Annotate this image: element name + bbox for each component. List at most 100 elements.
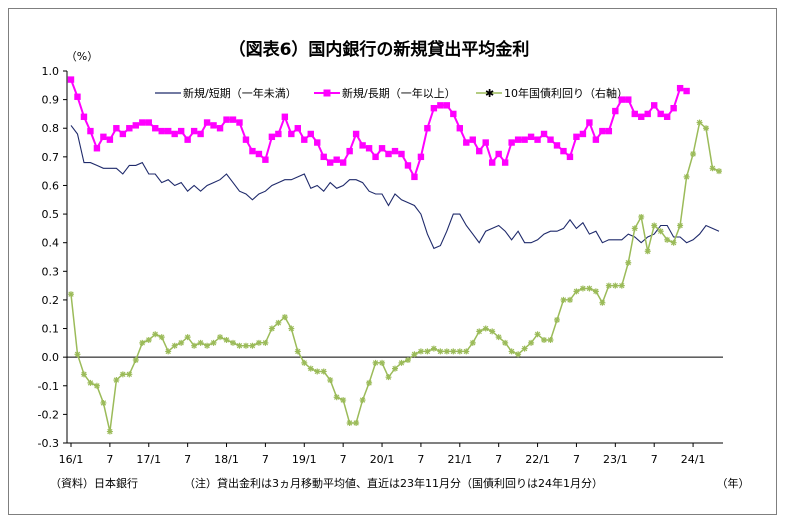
data-point-jgb <box>255 339 262 346</box>
data-point-jgb <box>165 348 172 355</box>
data-point-jgb <box>450 348 457 355</box>
data-point-long <box>93 145 101 152</box>
data-point-jgb <box>670 239 677 246</box>
data-point-long <box>508 139 515 146</box>
data-point-long <box>288 130 295 138</box>
data-point-long <box>651 102 658 109</box>
data-point-jgb <box>709 165 716 172</box>
x-axis-unit: （年） <box>717 476 750 490</box>
data-point-long <box>579 130 587 138</box>
data-point-jgb <box>294 348 301 355</box>
x-tick-label: 7 <box>106 453 113 466</box>
data-point-long <box>74 93 81 100</box>
data-point-long <box>106 136 114 143</box>
y-tick-label: 0.2 <box>42 294 60 307</box>
data-point-long <box>177 127 185 135</box>
data-point-jgb <box>392 365 398 372</box>
data-point-jgb <box>605 282 612 289</box>
data-point-jgb <box>586 285 593 292</box>
data-point-jgb <box>184 334 191 341</box>
y-tick-label: -0.1 <box>38 380 59 393</box>
data-point-jgb <box>236 342 243 349</box>
legend-marker-long <box>323 89 331 97</box>
y-tick-label: 0.4 <box>42 237 60 250</box>
data-point-jgb <box>508 348 515 355</box>
data-point-jgb <box>657 228 664 235</box>
data-point-jgb <box>333 394 340 401</box>
data-point-long <box>618 96 625 103</box>
y-tick-label: 0.0 <box>42 351 60 364</box>
data-point-jgb <box>476 328 483 335</box>
data-point-jgb <box>716 168 722 175</box>
data-point-long <box>514 136 522 143</box>
data-point-long <box>417 153 425 161</box>
y-axis-unit: （%） <box>66 50 98 63</box>
data-point-jgb <box>690 150 697 157</box>
data-point-jgb <box>171 342 178 349</box>
data-point-long <box>346 147 353 155</box>
x-tick-label: 7 <box>262 453 269 466</box>
data-point-jgb <box>359 397 366 404</box>
data-point-long <box>385 150 392 158</box>
data-point-jgb <box>204 342 211 349</box>
data-point-long <box>404 162 412 169</box>
data-point-jgb <box>87 379 94 386</box>
data-point-jgb <box>262 339 269 346</box>
data-point-jgb <box>521 345 528 352</box>
data-point-long <box>365 145 373 152</box>
x-tick-label: 21/1 <box>447 453 472 466</box>
data-point-jgb <box>372 359 379 366</box>
data-point-long <box>190 127 198 135</box>
x-tick-label: 7 <box>573 453 580 466</box>
data-point-jgb <box>268 325 275 332</box>
x-tick-label: 7 <box>340 453 347 466</box>
data-point-jgb <box>320 368 327 375</box>
data-point-jgb <box>249 342 256 349</box>
data-point-long <box>249 147 256 155</box>
chart-title: （図表6）国内銀行の新規貸出平均金利 <box>229 39 530 60</box>
data-point-jgb <box>651 222 658 229</box>
data-point-jgb <box>677 222 684 229</box>
data-point-long <box>599 127 606 135</box>
data-point-jgb <box>281 314 288 321</box>
data-point-jgb <box>379 359 386 366</box>
data-point-long <box>301 136 308 143</box>
data-point-long <box>223 116 230 123</box>
data-point-jgb <box>547 336 554 343</box>
data-point-long <box>638 113 645 120</box>
data-point-long <box>612 107 619 115</box>
data-point-jgb <box>145 336 152 343</box>
data-point-jgb <box>191 342 198 349</box>
data-point-jgb <box>152 331 159 338</box>
data-point-jgb <box>132 357 139 364</box>
data-point-jgb <box>534 331 541 338</box>
data-point-jgb <box>456 348 463 355</box>
data-point-jgb <box>592 288 599 295</box>
x-tick-label: 16/1 <box>59 453 84 466</box>
data-point-long <box>437 102 444 109</box>
data-point-jgb <box>469 339 476 346</box>
data-point-jgb <box>703 125 710 132</box>
data-point-long <box>113 125 120 132</box>
data-point-jgb <box>275 319 282 326</box>
y-tick-label: 0.9 <box>42 94 60 107</box>
data-point-long <box>145 119 152 126</box>
data-point-long <box>352 130 360 138</box>
data-point-long <box>521 136 528 143</box>
data-point-jgb <box>197 339 204 346</box>
data-point-long <box>119 130 127 138</box>
data-point-long <box>676 84 684 92</box>
y-tick-label: 0.1 <box>42 323 60 336</box>
data-point-jgb <box>404 357 411 364</box>
data-point-long <box>152 125 159 132</box>
data-point-long <box>87 127 94 135</box>
data-point-long <box>378 145 386 152</box>
data-point-jgb <box>696 119 703 126</box>
data-point-jgb <box>242 342 249 349</box>
data-point-jgb <box>482 325 489 332</box>
data-point-jgb <box>417 348 424 355</box>
data-point-long <box>553 142 561 149</box>
data-point-long <box>463 139 470 146</box>
data-point-long <box>67 76 75 83</box>
data-point-jgb <box>541 336 548 343</box>
